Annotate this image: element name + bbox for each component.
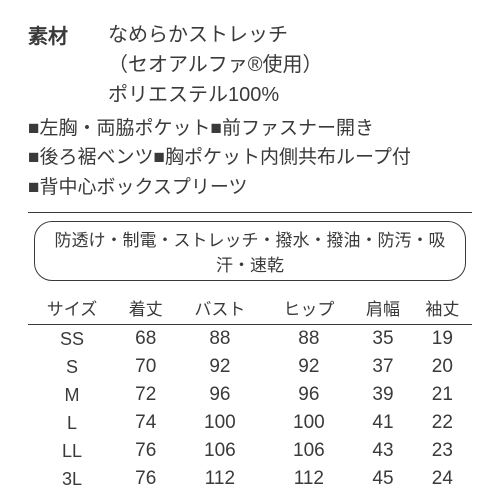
table-cell: 96 (175, 381, 264, 409)
material-section: 素材 なめらかストレッチ （セオアルファ®使用） ポリエステル100% (28, 20, 472, 110)
table-cell: 72 (116, 381, 175, 409)
table-cell: 21 (413, 381, 472, 409)
table-cell: 76 (116, 465, 175, 493)
features-block: ■左胸・両脇ポケット■前ファスナー開き ■後ろ裾ベンツ■胸ポケット内側共布ループ… (28, 114, 472, 202)
table-cell: 112 (264, 465, 353, 493)
table-row: L741001004122 (28, 409, 472, 437)
table-cell: 88 (264, 325, 353, 354)
material-line: なめらかストレッチ (108, 20, 323, 50)
table-cell: SS (28, 325, 116, 354)
table-row: 3L761121124524 (28, 465, 472, 493)
table-cell: 106 (264, 437, 353, 465)
properties-pill: 防透け・制電・ストレッチ・撥水・撥油・防汚・吸汗・速乾 (34, 221, 466, 281)
table-cell: 20 (413, 353, 472, 381)
table-cell: 22 (413, 409, 472, 437)
material-line: ポリエステル100% (108, 80, 323, 110)
table-cell: 35 (353, 325, 412, 354)
feature-line: ■背中心ボックスプリーツ (28, 173, 472, 202)
col-header: 袖丈 (413, 291, 472, 325)
table-cell: 92 (175, 353, 264, 381)
table-cell: 96 (264, 381, 353, 409)
table-cell: 100 (175, 409, 264, 437)
table-body: SS6888883519S7092923720M7296963921L74100… (28, 325, 472, 494)
table-cell: 41 (353, 409, 412, 437)
material-line: （セオアルファ®使用） (108, 50, 323, 80)
table-row: S7092923720 (28, 353, 472, 381)
table-cell: 92 (264, 353, 353, 381)
table-cell: S (28, 353, 116, 381)
table-cell: 76 (116, 437, 175, 465)
table-cell: 106 (175, 437, 264, 465)
table-cell: 39 (353, 381, 412, 409)
table-row: M7296963921 (28, 381, 472, 409)
table-cell: LL (28, 437, 116, 465)
table-cell: 112 (175, 465, 264, 493)
table-cell: 88 (175, 325, 264, 354)
table-cell: 3L (28, 465, 116, 493)
feature-line: ■後ろ裾ベンツ■胸ポケット内側共布ループ付 (28, 143, 472, 172)
table-cell: 24 (413, 465, 472, 493)
table-cell: 45 (353, 465, 412, 493)
table-cell: 23 (413, 437, 472, 465)
table-cell: M (28, 381, 116, 409)
material-label: 素材 (28, 20, 108, 110)
divider-line (28, 212, 472, 213)
table-header-row: サイズ 着丈 バスト ヒップ 肩幅 袖丈 (28, 291, 472, 325)
table-cell: L (28, 409, 116, 437)
table-cell: 37 (353, 353, 412, 381)
col-header: サイズ (28, 291, 116, 325)
col-header: ヒップ (264, 291, 353, 325)
col-header: 肩幅 (353, 291, 412, 325)
table-cell: 68 (116, 325, 175, 354)
table-cell: 19 (413, 325, 472, 354)
table-cell: 100 (264, 409, 353, 437)
col-header: 着丈 (116, 291, 175, 325)
col-header: バスト (175, 291, 264, 325)
table-cell: 43 (353, 437, 412, 465)
table-row: LL761061064323 (28, 437, 472, 465)
table-cell: 70 (116, 353, 175, 381)
feature-line: ■左胸・両脇ポケット■前ファスナー開き (28, 114, 472, 143)
material-content: なめらかストレッチ （セオアルファ®使用） ポリエステル100% (108, 20, 323, 110)
size-table: サイズ 着丈 バスト ヒップ 肩幅 袖丈 SS6888883519S709292… (28, 291, 472, 493)
table-cell: 74 (116, 409, 175, 437)
table-row: SS6888883519 (28, 325, 472, 354)
